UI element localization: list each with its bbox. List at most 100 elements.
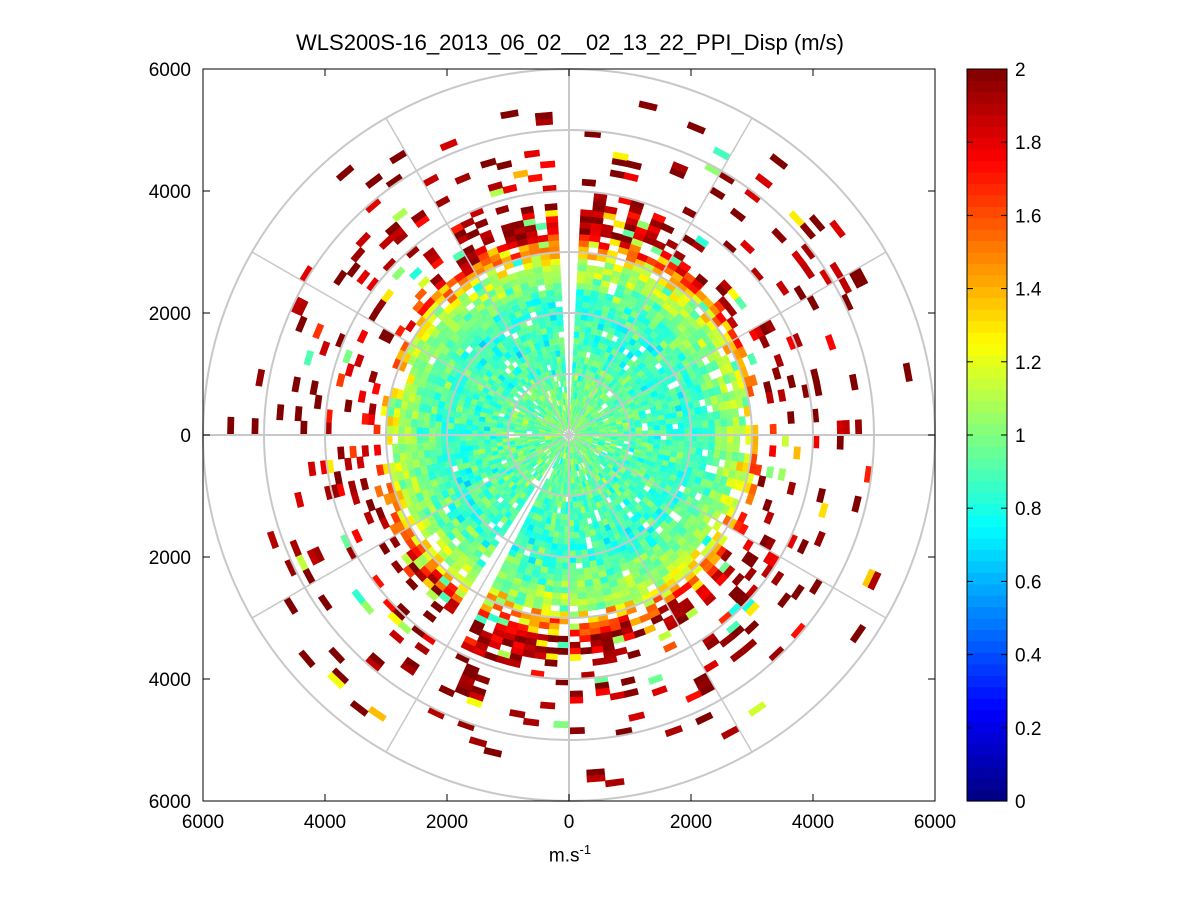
scan-gate <box>568 586 578 594</box>
colorbar-segment <box>967 160 1007 173</box>
colorbar: 0 0.2 0.4 0.6 0.8 1 1.2 1.4 1.6 1.8 2 <box>966 60 1042 813</box>
scan-gate <box>568 593 578 601</box>
x-tick-label: 0 <box>564 812 575 833</box>
scan-gate <box>575 300 584 308</box>
scan-gate <box>560 574 570 582</box>
scan-gate <box>387 611 403 626</box>
scan-gate <box>563 385 568 393</box>
scan-gate <box>390 511 401 525</box>
scan-gate <box>483 746 503 758</box>
colorbar-segment <box>967 572 1007 585</box>
scan-gate <box>538 621 550 630</box>
scan-gate <box>477 439 485 445</box>
scan-gate <box>438 684 456 698</box>
scan-gate <box>556 543 564 552</box>
scan-gate <box>355 231 372 248</box>
scan-gate <box>769 423 777 436</box>
colorbar-tick-label: 1.6 <box>1015 206 1041 227</box>
scan-gate <box>677 422 686 430</box>
colorbar-segment <box>967 720 1007 733</box>
colorbar-tick-label: 0.2 <box>1015 719 1041 740</box>
scan-gate <box>551 461 557 469</box>
scan-gate <box>699 405 708 415</box>
scan-gate <box>732 416 740 427</box>
scan-gate <box>788 210 806 228</box>
scan-gate <box>471 444 479 451</box>
scan-gate <box>558 525 565 533</box>
scan-gate <box>522 717 540 727</box>
x-tick-label: 2000 <box>670 812 712 833</box>
scan-gate <box>557 635 570 643</box>
scan-gate <box>568 623 580 631</box>
scan-gate <box>714 442 722 452</box>
scan-gate <box>813 381 823 397</box>
scan-gate <box>512 169 529 179</box>
scan-gate <box>573 519 579 527</box>
colorbar-segment <box>967 480 1007 493</box>
scan-gate <box>793 446 801 460</box>
scan-gate <box>374 485 384 498</box>
scan-gate <box>351 528 363 544</box>
scan-gate <box>266 530 279 550</box>
scan-gate <box>430 600 444 614</box>
scan-gate <box>459 445 467 453</box>
scan-gate <box>428 427 436 436</box>
colorbar-segment <box>967 217 1007 230</box>
scan-gate <box>547 628 560 637</box>
colorbar-segment <box>967 377 1007 390</box>
scan-gate <box>657 630 672 642</box>
scan-gate <box>677 416 685 424</box>
scan-gate <box>552 282 562 290</box>
scan-gate <box>381 288 395 303</box>
scan-gate <box>720 442 728 452</box>
y-tick-label: 0 <box>180 426 191 447</box>
scan-gate <box>391 443 400 454</box>
x-axis-label: m.s-1 <box>548 842 592 867</box>
scan-gate <box>554 562 563 570</box>
scan-gate <box>758 334 771 349</box>
x-tick-label: 6000 <box>182 812 224 833</box>
scan-gate <box>353 353 365 368</box>
scan-gate <box>573 337 580 345</box>
scan-gate <box>349 700 369 717</box>
scan-gate <box>659 419 667 426</box>
colorbar-segment <box>967 766 1007 779</box>
scan-gate <box>762 498 773 512</box>
colorbar-segment <box>967 263 1007 276</box>
scan-gate <box>612 151 629 161</box>
scan-gate <box>694 235 710 248</box>
scan-gate <box>468 736 488 748</box>
scan-gate <box>786 481 797 496</box>
scan-gate <box>770 570 785 587</box>
y-tick-label: 6000 <box>149 792 191 813</box>
scan-gate <box>363 511 375 525</box>
scan-gate <box>594 265 605 275</box>
scan-gate <box>578 239 590 248</box>
scan-gate <box>572 513 579 521</box>
scan-gate <box>836 434 844 450</box>
scan-gate <box>768 445 777 458</box>
scan-gate <box>538 290 548 299</box>
scan-gate <box>557 531 565 539</box>
scan-gate <box>416 442 424 452</box>
scan-gate <box>391 266 406 281</box>
colorbar-segment <box>967 126 1007 139</box>
scan-gate <box>677 440 686 448</box>
colorbar-tick-label: 0.8 <box>1015 499 1041 520</box>
scan-gate <box>367 705 387 722</box>
scan-gate <box>357 390 367 403</box>
scan-gate <box>416 426 424 436</box>
scan-gate <box>729 207 747 223</box>
scan-gate <box>720 426 728 436</box>
scan-gate <box>729 647 747 663</box>
scan-gate <box>550 598 561 606</box>
scan-gate <box>459 440 467 447</box>
scan-gate <box>568 696 584 704</box>
scan-gate <box>726 417 734 428</box>
scan-gate <box>744 620 760 635</box>
scan-gate <box>704 636 721 651</box>
colorbar-segment <box>967 469 1007 482</box>
scan-gate <box>623 172 639 182</box>
scan-gate <box>471 424 479 431</box>
scan-gate <box>702 593 717 607</box>
